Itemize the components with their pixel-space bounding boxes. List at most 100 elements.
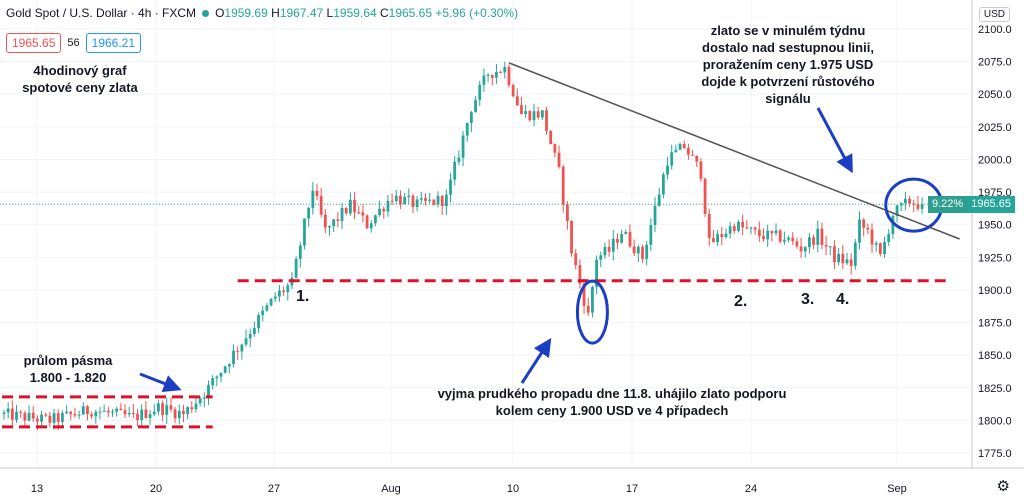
- candle-body: [106, 410, 110, 413]
- candle-body: [520, 105, 523, 115]
- candle-body: [674, 149, 678, 153]
- candle-body: [749, 227, 753, 229]
- candle-body: [678, 143, 682, 150]
- candle-body: [595, 259, 598, 287]
- candle-body: [862, 219, 866, 228]
- candle-body: [390, 200, 394, 202]
- candle-body: [23, 412, 27, 421]
- candle-body: [632, 246, 636, 254]
- candle-body: [553, 144, 557, 153]
- candle-body: [908, 198, 911, 204]
- candle-body: [624, 231, 628, 234]
- candle-body: [628, 231, 632, 247]
- touch-label-1: 1.: [296, 288, 310, 305]
- candle-body: [40, 414, 43, 422]
- candle-body: [883, 241, 886, 255]
- candle-body: [657, 194, 661, 206]
- candle-body: [136, 413, 139, 421]
- candle-body: [653, 205, 657, 226]
- spread-value: 56: [67, 37, 80, 49]
- candle-body: [766, 230, 770, 240]
- candle-body: [757, 229, 761, 237]
- candle-body: [323, 214, 327, 228]
- candle-body: [202, 397, 206, 399]
- y-tick-label: 2050.0: [978, 89, 1012, 101]
- candle-body: [474, 100, 477, 113]
- symbol-title[interactable]: Gold Spot / U.S. Dollar · 4h · FXCM: [6, 6, 197, 20]
- x-tick-label: Aug: [381, 483, 401, 495]
- candle-body: [252, 328, 256, 334]
- candle-body: [866, 227, 870, 230]
- candle-body: [636, 246, 640, 254]
- candle-body: [444, 194, 448, 206]
- candle-body: [745, 227, 749, 229]
- candle-body: [344, 207, 348, 214]
- candle-body: [824, 244, 828, 247]
- candle-body: [540, 110, 544, 118]
- y-tick-label: 1900.0: [978, 285, 1012, 297]
- candle-body: [86, 406, 89, 415]
- candle-body: [207, 385, 210, 398]
- candle-body: [73, 414, 77, 416]
- chart-title-note: 4hodinový graf spotové ceny zlata: [22, 63, 138, 95]
- candle-body: [90, 414, 94, 417]
- candle-body: [549, 130, 553, 145]
- candle-body: [127, 413, 131, 415]
- drop-highlight-ellipse: [575, 279, 609, 345]
- candle-body: [828, 246, 832, 248]
- candle-body: [257, 315, 260, 329]
- candle-body: [532, 111, 536, 121]
- candle-body: [586, 305, 590, 313]
- candle-body: [778, 230, 782, 242]
- candle-body: [111, 411, 114, 413]
- candle-body: [649, 225, 653, 245]
- candle-body: [686, 148, 690, 155]
- candle-body: [661, 174, 665, 195]
- sell-button[interactable]: 1965.65: [6, 33, 62, 53]
- candle-body: [6, 408, 10, 413]
- buy-button[interactable]: 1966.21: [85, 33, 142, 53]
- candle-body: [812, 237, 815, 245]
- candle-body: [177, 410, 181, 419]
- candle-body: [803, 247, 807, 252]
- candle-body: [732, 226, 736, 231]
- candle-body: [449, 179, 452, 195]
- candle-body: [311, 190, 315, 209]
- candle-body: [269, 298, 273, 306]
- candle-body: [286, 285, 290, 292]
- candle-body: [570, 220, 573, 254]
- candle-body: [211, 378, 215, 386]
- candle-body: [620, 233, 624, 243]
- candle-body: [215, 376, 219, 379]
- candle-body: [261, 310, 265, 316]
- candle-body: [858, 219, 861, 243]
- candle-body: [503, 66, 507, 73]
- currency-label[interactable]: USD: [978, 7, 1010, 22]
- candle-body: [303, 218, 306, 246]
- candle-body: [348, 199, 352, 214]
- candle-body: [98, 411, 102, 413]
- candle-body: [720, 234, 724, 238]
- candle-body: [833, 246, 836, 263]
- candle-body: [724, 233, 728, 238]
- breakout-note: průlom pásma 1.800 - 1.820: [23, 353, 113, 385]
- candle-body: [507, 66, 511, 86]
- candle-body: [808, 237, 811, 248]
- current-price-label: 9.22% 1965.65: [928, 196, 1015, 213]
- candle-body: [56, 413, 60, 422]
- candle-body: [545, 110, 548, 131]
- settings-gear-icon[interactable]: ⚙: [996, 478, 1010, 495]
- candle-body: [169, 405, 173, 410]
- candle-body: [161, 403, 164, 415]
- candle-body: [378, 208, 381, 216]
- y-tick-label: 2100.0: [978, 24, 1012, 36]
- candle-body: [799, 246, 803, 252]
- x-tick-label: 24: [745, 483, 757, 495]
- candle-body: [716, 234, 720, 243]
- candle-body: [227, 364, 231, 367]
- candle-body: [469, 112, 473, 123]
- y-tick-label: 2075.0: [978, 57, 1012, 69]
- candle-body: [762, 236, 765, 240]
- candle-body: [695, 155, 699, 162]
